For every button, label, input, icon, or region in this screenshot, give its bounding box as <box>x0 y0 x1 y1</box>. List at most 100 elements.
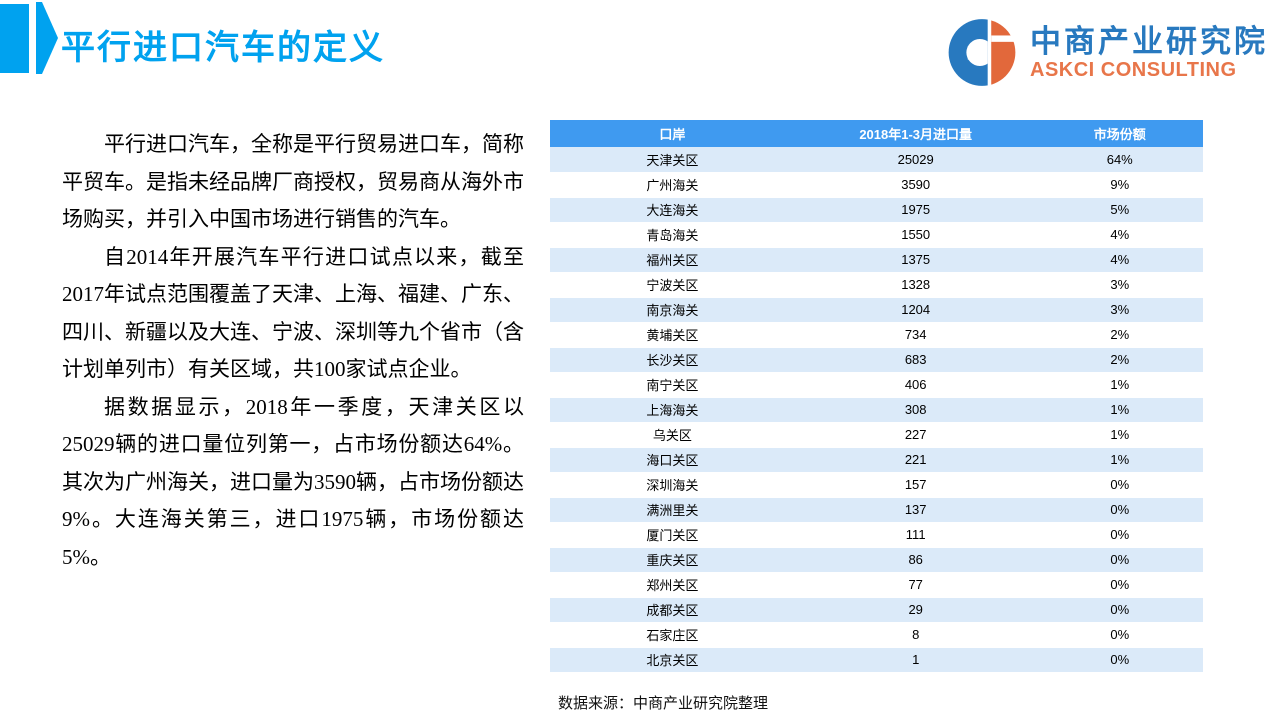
port-table-body: 天津关区 25029 64% 广州海关 3590 9% 大连海关 1975 5% 青岛海关 1550… <box>550 147 1203 673</box>
body-text: 平行进口汽车，全称是平行贸易进口车，简称平贸车。是指未经品牌厂商授权，贸易商从海… <box>62 126 524 576</box>
table-row: 青岛海关 1550 4% <box>550 222 1203 248</box>
column-header-volume: 2018年1-3月进口量 <box>794 120 1037 147</box>
share-cell: 2% <box>1036 347 1203 373</box>
column-header-port: 口岸 <box>550 120 795 147</box>
port-cell: 乌关区 <box>550 422 795 448</box>
share-cell: 9% <box>1036 172 1203 198</box>
port-cell: 大连海关 <box>550 197 795 223</box>
source-note: 数据来源：中商产业研究院整理 <box>558 696 769 712</box>
table-row: 北京关区 1 0% <box>550 647 1203 673</box>
share-cell: 0% <box>1036 472 1203 498</box>
port-cell: 深圳海关 <box>550 472 795 498</box>
table-row: 乌关区 227 1% <box>550 422 1203 448</box>
share-cell: 4% <box>1036 247 1203 273</box>
share-cell: 0% <box>1036 572 1203 598</box>
port-cell: 青岛海关 <box>550 222 795 248</box>
volume-cell: 29 <box>794 597 1037 623</box>
logo-name-en: ASKCI CONSULTING <box>1030 58 1237 81</box>
table-row: 满洲里关 137 0% <box>550 497 1203 523</box>
port-cell: 广州海关 <box>550 172 795 198</box>
share-cell: 5% <box>1036 197 1203 223</box>
paragraph-pilot-scope: 自2014年开展汽车平行进口试点以来，截至2017年试点范围覆盖了天津、上海、福… <box>62 244 524 382</box>
share-cell: 3% <box>1036 297 1203 323</box>
port-cell: 厦门关区 <box>550 522 795 548</box>
share-cell: 1% <box>1036 372 1203 398</box>
share-cell: 1% <box>1036 397 1203 423</box>
table-row: 厦门关区 111 0% <box>550 522 1203 548</box>
volume-cell: 1204 <box>794 297 1037 323</box>
title-accent-bar <box>0 4 29 73</box>
volume-cell: 137 <box>794 497 1037 523</box>
title-accent-flag-icon <box>36 2 58 74</box>
logo-name-cn: 中商产业研究院 <box>1030 23 1268 59</box>
port-cell: 郑州关区 <box>550 572 795 598</box>
port-cell: 成都关区 <box>550 597 795 623</box>
share-cell: 0% <box>1036 622 1203 648</box>
port-cell: 天津关区 <box>550 147 795 173</box>
page-title: 平行进口汽车的定义 <box>61 29 385 67</box>
table-row: 郑州关区 77 0% <box>550 572 1203 598</box>
port-cell: 海口关区 <box>550 447 795 473</box>
share-cell: 2% <box>1036 322 1203 348</box>
logo-text: 中商产业研究院 ASKCI CONSULTING <box>1030 23 1268 81</box>
port-cell: 长沙关区 <box>550 347 795 373</box>
volume-cell: 1550 <box>794 222 1037 248</box>
volume-cell: 157 <box>794 472 1037 498</box>
table-row: 宁波关区 1328 3% <box>550 272 1203 298</box>
volume-cell: 77 <box>794 572 1037 598</box>
port-cell: 南京海关 <box>550 297 795 323</box>
table-row: 上海海关 308 1% <box>550 397 1203 423</box>
table-header-row: 口岸 2018年1-3月进口量 市场份额 <box>550 120 1203 147</box>
share-cell: 1% <box>1036 447 1203 473</box>
share-cell: 0% <box>1036 647 1203 673</box>
paragraph-definition: 平行进口汽车，全称是平行贸易进口车，简称平贸车。是指未经品牌厂商授权，贸易商从海… <box>62 132 524 231</box>
share-cell: 4% <box>1036 222 1203 248</box>
port-cell: 满洲里关 <box>550 497 795 523</box>
paragraph-q1-data: 据数据显示，2018年一季度，天津关区以25029辆的进口量位列第一，占市场份额… <box>62 394 524 569</box>
share-cell: 1% <box>1036 422 1203 448</box>
table-row: 南宁关区 406 1% <box>550 372 1203 398</box>
volume-cell: 308 <box>794 397 1037 423</box>
port-import-table-panel: 口岸 2018年1-3月进口量 市场份额 天津关区 25029 64% 广州海关 359… <box>550 120 1203 673</box>
volume-cell: 25029 <box>794 147 1037 173</box>
table-row: 海口关区 221 1% <box>550 447 1203 473</box>
port-cell: 石家庄区 <box>550 622 795 648</box>
table-row: 广州海关 3590 9% <box>550 172 1203 198</box>
share-cell: 0% <box>1036 497 1203 523</box>
table-row: 福州关区 1375 4% <box>550 247 1203 273</box>
volume-cell: 227 <box>794 422 1037 448</box>
volume-cell: 111 <box>794 522 1037 548</box>
volume-cell: 406 <box>794 372 1037 398</box>
column-header-share: 市场份额 <box>1036 120 1203 147</box>
volume-cell: 1975 <box>794 197 1037 223</box>
share-cell: 0% <box>1036 522 1203 548</box>
port-cell: 北京关区 <box>550 647 795 673</box>
table-row: 深圳海关 157 0% <box>550 472 1203 498</box>
volume-cell: 1 <box>794 647 1037 673</box>
volume-cell: 734 <box>794 322 1037 348</box>
table-row: 石家庄区 8 0% <box>550 622 1203 648</box>
table-row: 黄埔关区 734 2% <box>550 322 1203 348</box>
port-cell: 福州关区 <box>550 247 795 273</box>
askci-logo: 中商产业研究院 ASKCI CONSULTING <box>946 17 1268 88</box>
port-cell: 南宁关区 <box>550 372 795 398</box>
share-cell: 3% <box>1036 272 1203 298</box>
askci-logo-icon <box>946 17 1018 88</box>
volume-cell: 86 <box>794 547 1037 573</box>
volume-cell: 3590 <box>794 172 1037 198</box>
table-row: 成都关区 29 0% <box>550 597 1203 623</box>
port-cell: 上海海关 <box>550 397 795 423</box>
volume-cell: 221 <box>794 447 1037 473</box>
volume-cell: 1328 <box>794 272 1037 298</box>
table-row: 长沙关区 683 2% <box>550 347 1203 373</box>
share-cell: 0% <box>1036 547 1203 573</box>
table-row: 天津关区 25029 64% <box>550 147 1203 173</box>
table-row: 重庆关区 86 0% <box>550 547 1203 573</box>
port-import-table: 口岸 2018年1-3月进口量 市场份额 天津关区 25029 64% 广州海关 359… <box>550 120 1203 673</box>
port-cell: 宁波关区 <box>550 272 795 298</box>
volume-cell: 8 <box>794 622 1037 648</box>
table-row: 南京海关 1204 3% <box>550 297 1203 323</box>
port-cell: 重庆关区 <box>550 547 795 573</box>
volume-cell: 683 <box>794 347 1037 373</box>
table-row: 大连海关 1975 5% <box>550 197 1203 223</box>
